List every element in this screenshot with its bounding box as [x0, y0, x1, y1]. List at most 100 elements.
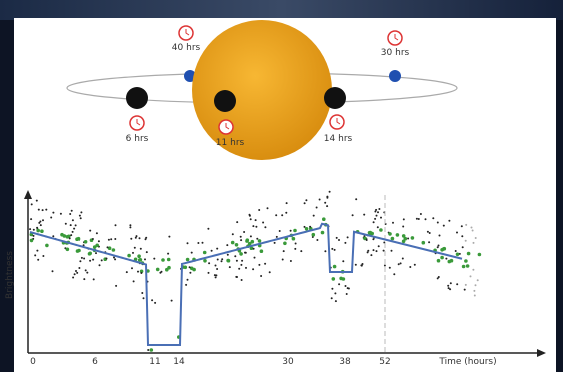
data-point: [447, 287, 450, 290]
data-point: [392, 221, 394, 224]
binned-point: [45, 243, 49, 248]
binned-point: [331, 277, 336, 281]
binned-point: [166, 257, 171, 262]
data-point: [331, 287, 334, 290]
data-point: [80, 211, 83, 214]
data-point: [476, 279, 479, 282]
tick-label: 6: [92, 357, 98, 367]
data-point: [382, 249, 385, 252]
binned-point: [388, 232, 392, 236]
data-point: [34, 254, 37, 257]
data-point: [275, 235, 278, 238]
binned-point: [455, 252, 460, 257]
data-point: [208, 262, 211, 265]
data-point: [436, 277, 439, 280]
data-point: [260, 275, 263, 277]
data-point: [361, 263, 364, 265]
data-point: [285, 202, 288, 205]
data-point: [144, 238, 147, 241]
binned-point: [230, 240, 235, 245]
binned-point: [138, 258, 143, 262]
data-point: [383, 264, 386, 267]
data-point: [135, 235, 138, 238]
clock-hands: [185, 29, 190, 36]
data-point: [70, 234, 73, 237]
tick-label: 38: [339, 357, 351, 367]
data-point: [125, 271, 128, 274]
data-point: [335, 236, 338, 239]
planet-transit: [214, 90, 236, 112]
data-point: [52, 235, 55, 238]
data-point: [449, 288, 452, 291]
data-point: [239, 235, 242, 238]
data-point: [79, 260, 82, 263]
binned-point: [65, 247, 70, 252]
data-point: [141, 292, 144, 294]
data-point: [190, 251, 193, 254]
data-point: [437, 276, 440, 278]
data-point: [372, 221, 375, 224]
binned-point: [421, 240, 426, 245]
data-point: [377, 211, 379, 214]
data-point: [188, 266, 191, 269]
binned-point: [202, 250, 207, 255]
data-point: [402, 225, 405, 228]
data-point: [234, 255, 237, 258]
data-point: [100, 259, 103, 262]
data-point: [241, 259, 244, 262]
data-point: [360, 264, 363, 267]
binned-point: [192, 267, 196, 272]
data-point: [89, 229, 92, 232]
data-point: [216, 268, 219, 270]
data-point: [273, 241, 276, 244]
data-point: [38, 221, 41, 224]
data-point: [426, 230, 429, 233]
data-point: [245, 266, 247, 269]
data-point: [35, 199, 38, 202]
binned-point: [226, 258, 230, 263]
data-point: [473, 294, 476, 297]
data-point: [472, 241, 475, 244]
data-point: [216, 258, 219, 261]
data-point: [170, 299, 173, 302]
data-point: [189, 271, 192, 274]
binned-point: [161, 258, 165, 262]
light-curve: [29, 222, 463, 346]
data-point: [375, 250, 378, 253]
data-point: [294, 247, 297, 250]
data-point: [142, 297, 145, 300]
data-point: [68, 237, 71, 240]
binned-point: [62, 234, 67, 238]
binned-point: [440, 255, 444, 260]
data-point: [201, 241, 204, 244]
data-point: [316, 239, 319, 241]
data-point: [228, 266, 231, 269]
data-point: [351, 214, 354, 217]
data-point: [39, 220, 42, 223]
data-point: [469, 275, 472, 278]
binned-point: [137, 254, 141, 258]
data-point: [151, 299, 154, 302]
binned-point: [76, 236, 81, 241]
data-point: [397, 263, 400, 266]
data-point: [114, 224, 117, 227]
binned-point: [185, 257, 190, 262]
data-point: [82, 244, 85, 247]
data-point: [331, 247, 334, 250]
data-point: [210, 249, 213, 252]
data-point: [75, 270, 77, 272]
data-point: [289, 260, 292, 262]
data-point: [268, 271, 271, 274]
data-point: [399, 262, 402, 265]
data-point: [244, 251, 247, 254]
data-point: [129, 224, 132, 227]
binned-point: [149, 348, 154, 352]
data-point: [281, 258, 284, 261]
data-point: [303, 225, 306, 228]
binned-point: [250, 239, 255, 244]
data-point: [132, 251, 134, 254]
data-point: [344, 285, 347, 287]
data-point: [78, 267, 81, 269]
binned-point: [461, 264, 466, 269]
data-point: [460, 225, 463, 228]
